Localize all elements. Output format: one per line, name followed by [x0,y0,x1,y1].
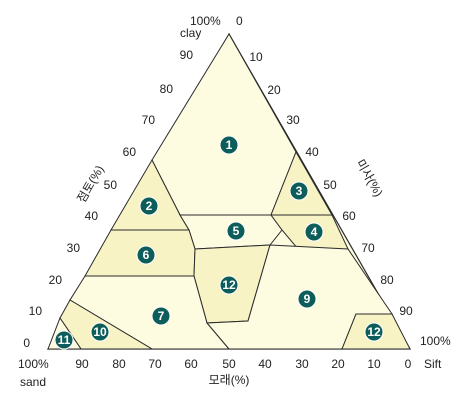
sand-tick-label: 40 [258,357,272,371]
clay-tick-label: 70 [142,113,156,127]
clay-tick-label: 40 [85,209,99,223]
zone-number: 1 [226,138,233,152]
clay-axis-title: 점토(%) [74,163,106,205]
zone-marker-10: 10 [90,322,110,342]
silt-tick-label: 40 [305,145,319,159]
zone-number: 6 [143,248,150,262]
zone-number: 12 [222,278,236,292]
sand-axis-ticks: 90 80 70 60 50 40 30 20 10 0 [75,357,411,371]
zone-marker-5: 5 [226,221,246,241]
clay-tick-label: 10 [29,304,43,318]
sand-tick-label: 90 [75,357,89,371]
sand-tick-label: 20 [331,357,345,371]
silt-axis-ticks: 10 20 30 40 50 60 70 80 90 [249,50,413,318]
silt-tick-label: 50 [323,178,337,192]
clay-tick-label: 20 [49,273,63,287]
silt-tick-label: 10 [249,50,263,64]
clay-tick-label: 80 [160,82,174,96]
zone-number: 9 [304,292,311,306]
sand-axis-title: 모래(%) [209,373,250,387]
zone-marker-circle [304,222,324,242]
sand-tick-label: 60 [184,357,198,371]
sand-corner-label: sand [20,375,46,389]
zone-marker-circle [54,330,74,350]
clay-corner-label: clay [180,26,201,40]
zone-marker-3: 3 [289,181,309,201]
silt-axis-title: 미사(%) [353,157,385,199]
sand-tick-label: 10 [367,357,381,371]
clay-tick-label: 90 [180,48,194,62]
silt-tick-label: 80 [380,273,394,287]
clay-tick-label: 30 [67,241,81,255]
zone-number: 3 [296,184,303,198]
zone-marker-circle [289,181,309,201]
zone-number: 10 [93,325,107,339]
zone-marker-circle [297,289,317,309]
zone-marker-circle [136,245,156,265]
silt-tick-label: 70 [361,241,375,255]
zone-marker-12: 12 [219,275,239,295]
clay-top-zero-tick: 0 [236,14,243,28]
zone-marker-7: 7 [151,306,171,326]
silt-tick-label: 20 [267,83,281,97]
clay-tick-label: 50 [104,178,118,192]
zone-marker-circle [219,275,239,295]
zone-marker-1: 1 [219,135,239,155]
zone-marker-circle [151,306,171,326]
clay-axis-ticks: 90 80 70 60 50 40 30 20 10 0 [23,48,193,350]
sand-tick-label: 80 [112,357,126,371]
silt-tick-label: 30 [286,113,300,127]
zone-number: 7 [158,309,165,323]
silt-tick-label: 60 [342,209,356,223]
sand-100-label: 100% [18,357,49,371]
silt-100-label: 100% [420,334,451,348]
zone-marker-9: 9 [297,289,317,309]
clay-tick-label: 60 [123,145,137,159]
zone-marker-circle [90,322,110,342]
zone-marker-circle [219,135,239,155]
clay-100-label: 100% [190,14,221,28]
zone-number: 2 [146,199,153,213]
sand-tick-label: 70 [148,357,162,371]
zone-marker-circle [139,196,159,216]
zone-number: 5 [233,224,240,238]
sand-tick-label: 50 [222,357,236,371]
clay-tick-label: 0 [23,336,30,350]
zone-marker-circle [364,322,384,342]
zone-number: 11 [58,333,71,347]
sand-tick-label: 0 [405,357,412,371]
region-1 [151,33,297,216]
silt-tick-label: 90 [399,304,413,318]
zone-marker-circle [226,221,246,241]
zone-marker-6: 6 [136,245,156,265]
zone-number: 12 [367,325,381,339]
texture-regions [47,33,411,350]
zone-marker-4: 4 [304,222,324,242]
zone-marker-2: 2 [139,196,159,216]
silt-corner-label: Sift [424,357,442,371]
sand-tick-label: 30 [295,357,309,371]
zone-marker-11: 11 [54,330,74,350]
zone-marker-12: 12 [364,322,384,342]
zone-number: 4 [311,225,318,239]
